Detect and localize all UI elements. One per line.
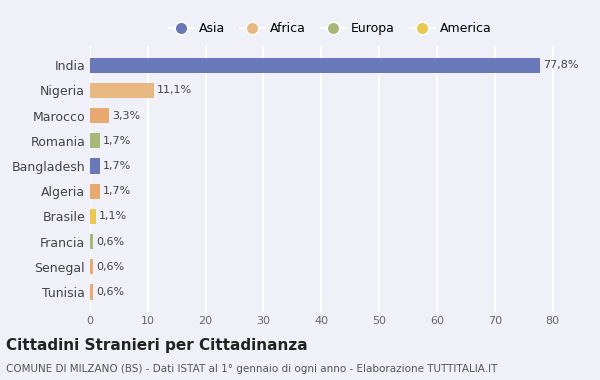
- Text: 1,7%: 1,7%: [103, 161, 131, 171]
- Text: 1,7%: 1,7%: [103, 136, 131, 146]
- Bar: [90, 158, 100, 174]
- Legend: Asia, Africa, Europa, America: Asia, Africa, Europa, America: [164, 17, 496, 40]
- Text: 3,3%: 3,3%: [112, 111, 140, 120]
- Bar: [90, 184, 100, 199]
- Text: Cittadini Stranieri per Cittadinanza: Cittadini Stranieri per Cittadinanza: [6, 337, 308, 353]
- Text: 11,1%: 11,1%: [157, 86, 192, 95]
- Text: 0,6%: 0,6%: [97, 237, 124, 247]
- Bar: [90, 284, 94, 299]
- Bar: [90, 209, 97, 224]
- Text: 0,6%: 0,6%: [97, 262, 124, 272]
- Text: 77,8%: 77,8%: [543, 60, 578, 70]
- Bar: [90, 259, 94, 274]
- Text: 1,7%: 1,7%: [103, 186, 131, 196]
- Bar: [90, 133, 100, 148]
- Text: 1,1%: 1,1%: [99, 211, 127, 222]
- Text: 0,6%: 0,6%: [97, 287, 124, 297]
- Text: COMUNE DI MILZANO (BS) - Dati ISTAT al 1° gennaio di ogni anno - Elaborazione TU: COMUNE DI MILZANO (BS) - Dati ISTAT al 1…: [6, 364, 497, 374]
- Bar: [90, 83, 154, 98]
- Bar: [90, 108, 109, 123]
- Bar: [90, 58, 540, 73]
- Bar: [90, 234, 94, 249]
